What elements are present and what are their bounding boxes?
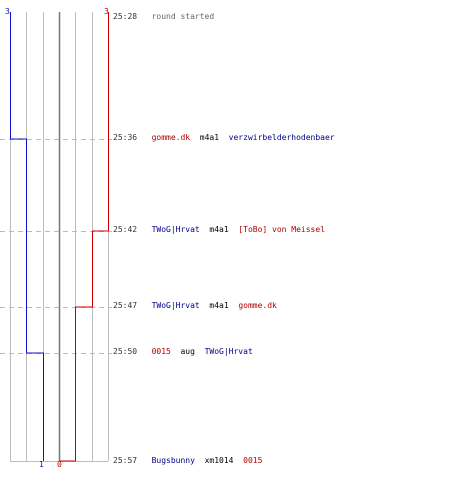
event-time: 25:28 bbox=[113, 12, 138, 21]
event-time: 25:42 bbox=[113, 225, 138, 234]
blue-end-count: 1 bbox=[39, 460, 44, 469]
blue-start-count: 3 bbox=[5, 7, 10, 16]
killer-name: TWoG|Hrvat bbox=[151, 301, 200, 310]
series-blue-line bbox=[10, 12, 44, 461]
killer-name: gomme.dk bbox=[151, 133, 191, 142]
victim-name: verzwirbelderhodenbaer bbox=[228, 133, 335, 142]
weapon-name: m4a1 bbox=[194, 133, 224, 142]
event-row: 25:36 gomme.dk m4a1 verzwirbelderhodenba… bbox=[113, 133, 335, 143]
event-row: 25:42 TWoG|Hrvat m4a1 [ToBo] von Meissel bbox=[113, 225, 325, 235]
event-time: 25:57 bbox=[113, 456, 138, 465]
event-row: 25:50 0015 aug TWoG|Hrvat bbox=[113, 347, 253, 357]
victim-name: [ToBo] von Meissel bbox=[238, 225, 326, 234]
event-time: 25:47 bbox=[113, 301, 138, 310]
event-text: round started bbox=[151, 12, 215, 21]
victim-name: gomme.dk bbox=[238, 301, 277, 310]
killer-name: 0015 bbox=[151, 347, 171, 356]
weapon-name: aug bbox=[175, 347, 200, 356]
victim-name: 0015 bbox=[243, 456, 263, 465]
series-red-line bbox=[59, 12, 109, 462]
weapon-name: m4a1 bbox=[204, 225, 234, 234]
event-row: 25:57 Bugsbunny xm1014 0015 bbox=[113, 456, 262, 466]
victim-name: TWoG|Hrvat bbox=[204, 347, 253, 356]
event-row: 25:47 TWoG|Hrvat m4a1 gomme.dk bbox=[113, 301, 277, 311]
event-row: 25:28 round started bbox=[113, 12, 214, 22]
weapon-name: xm1014 bbox=[199, 456, 239, 465]
event-time: 25:36 bbox=[113, 133, 138, 142]
killer-name: TWoG|Hrvat bbox=[151, 225, 200, 234]
killer-name: Bugsbunny bbox=[151, 456, 195, 465]
event-time: 25:50 bbox=[113, 347, 138, 356]
red-end-count: 0 bbox=[57, 460, 62, 469]
red-start-count: 3 bbox=[104, 7, 109, 16]
weapon-name: m4a1 bbox=[204, 301, 234, 310]
